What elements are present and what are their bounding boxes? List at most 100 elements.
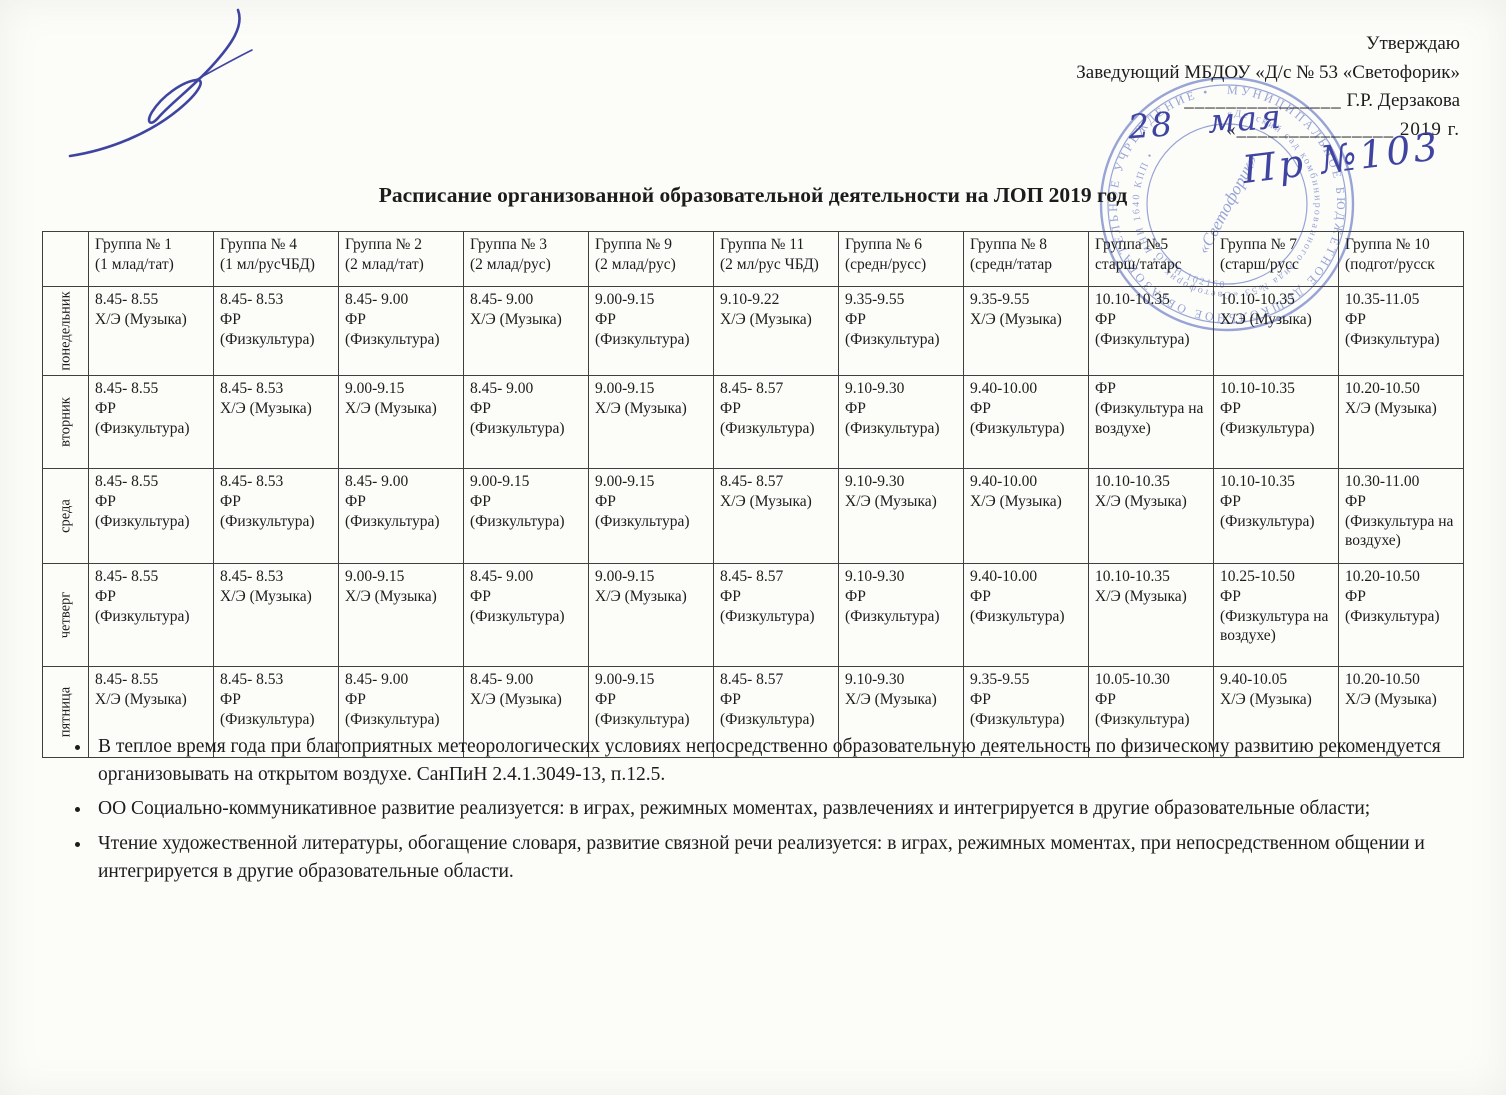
group-subtitle: (1 млад/тат) [95,255,174,273]
schedule-cell: 9.10-9.30 Х/Э (Музыка) [838,468,964,564]
lesson-activity: ФР (Физкультура) [845,587,940,625]
group-title: Группа № 2 [345,236,423,253]
lesson-time: 9.35-9.55 [970,291,1030,308]
day-label: понедельник [57,291,74,371]
schedule-cell: 10.30-11.00 ФР (Физкультура на воздухе) [1338,468,1464,564]
group-title: Группа № 8 [970,236,1048,253]
lesson-activity: ФР (Физкультура) [345,492,440,530]
lesson-time: 10.10-10.35 [1220,380,1295,397]
schedule-cell: 9.00-9.15 Х/Э (Музыка) [588,563,714,667]
schedule-cell: 9.10-9.22 Х/Э (Музыка) [713,286,839,376]
lesson-activity: ФР (Физкультура) [1345,310,1440,348]
group-column-header: Группа № 10 (подгот/русск [1338,231,1464,287]
schedule-cell: ФР (Физкультура на воздухе) [1088,375,1214,469]
group-column-header: Группа № 1 (1 млад/тат) [88,231,214,287]
group-subtitle: (старш/русс [1220,255,1299,273]
lesson-time: 10.10-10.35 [1095,568,1170,585]
schedule-cell: 10.10-10.35 Х/Э (Музыка) [1213,286,1339,376]
lesson-activity: Х/Э (Музыка) [1095,492,1187,510]
lesson-time: 9.10-9.30 [845,380,905,397]
lesson-activity: ФР (Физкультура) [220,492,315,530]
schedule-cell: 8.45- 8.53 Х/Э (Музыка) [213,375,339,469]
lesson-time: 9.10-9.30 [845,568,905,585]
day-cell: четверг [42,563,89,667]
schedule-cell: 8.45- 8.55 ФР (Физкультура) [88,563,214,667]
lesson-activity: ФР (Физкультура) [470,587,565,625]
lesson-time: 8.45- 8.57 [720,568,784,585]
lesson-time: 10.35-11.05 [1345,291,1420,308]
lesson-time: 9.00-9.15 [595,291,655,308]
schedule-cell: 10.20-10.50 ФР (Физкультура) [1338,563,1464,667]
lesson-activity: Х/Э (Музыка) [595,587,687,605]
group-title: Группа № 10 [1345,236,1430,253]
schedule-cell: 8.45- 8.57 ФР (Физкультура) [713,563,839,667]
schedule-cell: 8.45- 9.00 ФР (Физкультура) [463,563,589,667]
schedule-cell: 8.45- 8.57 ФР (Физкультура) [713,666,839,758]
schedule-cell: 10.10-10.35 ФР (Физкультура) [1213,375,1339,469]
lesson-activity: ФР (Физкультура на воздухе) [1345,492,1454,550]
group-column-header: Группа № 6 (средн/русс) [838,231,964,287]
lesson-time: 8.45- 8.55 [95,473,159,490]
signature-blank: _______________ [1184,90,1342,111]
table-row: пятница 8.45- 8.55 Х/Э (Музыка) 8.45- 8.53 Ф… [42,666,1464,758]
schedule-cell: 10.05-10.30 ФР (Физкультура) [1088,666,1214,758]
day-label: вторник [57,397,74,447]
schedule-cell: 8.45- 8.55 ФР (Физкультура) [88,375,214,469]
lesson-activity: ФР (Физкультура) [845,399,940,437]
lesson-time: 8.45- 8.55 [95,380,159,397]
schedule-cell: 9.40-10.05 Х/Э (Музыка) [1213,666,1339,758]
lesson-time: 9.40-10.00 [970,473,1038,490]
lesson-activity: ФР (Физкультура) [470,492,565,530]
lesson-activity: ФР (Физкультура) [595,690,690,728]
schedule-cell: 9.00-9.15 Х/Э (Музыка) [338,563,464,667]
lesson-time: 8.45- 8.57 [720,671,784,688]
lesson-activity: Х/Э (Музыка) [220,587,312,605]
lesson-activity: Х/Э (Музыка) [720,310,812,328]
schedule-cell: 10.20-10.50 Х/Э (Музыка) [1338,375,1464,469]
schedule-table: Группа № 1 (1 млад/тат) Группа № 4 (1 мл/ру… [42,231,1464,758]
lesson-time: 10.20-10.50 [1345,671,1420,688]
schedule-body: понедельник 8.45- 8.55 Х/Э (Музыка) 8.45- 8… [42,286,1464,758]
lesson-time: 8.45- 8.55 [95,671,159,688]
lesson-time: 8.45- 8.57 [720,380,784,397]
lesson-time: 9.00-9.15 [595,671,655,688]
schedule-cell: 9.10-9.30 ФР (Физкультура) [838,563,964,667]
lesson-time: 8.45- 8.53 [220,568,284,585]
group-subtitle: (2 мл/рус ЧБД) [720,255,819,273]
lesson-time: 8.45- 9.00 [345,473,409,490]
page-title: Расписание организованной образовательно… [378,183,1128,207]
group-title: Группа № 1 [95,236,173,253]
schedule-cell: 8.45- 8.53 ФР (Физкультура) [213,666,339,758]
lesson-activity: ФР (Физкультура) [970,587,1065,625]
note-item: ОО Социально-коммуникативное развитие ре… [92,795,1462,823]
note-item: Чтение художественной литературы, обогащ… [92,830,1462,885]
day-column-header [42,231,89,287]
lesson-activity: Х/Э (Музыка) [845,690,937,708]
lesson-time: 9.35-9.55 [845,291,905,308]
table-row: вторник 8.45- 8.55 ФР (Физкультура) 8.45- 8… [42,375,1464,469]
day-cell: среда [42,468,89,564]
schedule-cell: 9.00-9.15 Х/Э (Музыка) [338,375,464,469]
lesson-activity: Х/Э (Музыка) [1095,587,1187,605]
lesson-time: 9.10-9.22 [720,291,780,308]
schedule-cell: 10.35-11.05 ФР (Физкультура) [1338,286,1464,376]
lesson-activity: ФР (Физкультура) [970,690,1065,728]
lesson-time: 10.10-10.35 [1095,473,1170,490]
approver-name: Г.Р. Дерзакова [1346,90,1461,111]
group-title: Группа № 7 [1220,236,1298,253]
lesson-activity: Х/Э (Музыка) [220,399,312,417]
group-title: Группа № 9 [595,236,673,253]
group-subtitle: (2 млад/рус) [470,255,551,273]
group-column-header: Группа № 2 (2 млад/тат) [338,231,464,287]
schedule-cell: 10.10-10.35 Х/Э (Музыка) [1088,468,1214,564]
approval-word: Утверждаю [1366,33,1460,54]
lesson-time: 8.45- 8.55 [95,568,159,585]
lesson-activity: ФР (Физкультура) [595,492,690,530]
group-column-header: Группа № 4 (1 мл/русЧБД) [213,231,339,287]
lesson-activity: ФР (Физкультура) [345,310,440,348]
group-title: Группа № 3 [470,236,548,253]
lesson-time: 8.45- 9.00 [470,568,534,585]
group-subtitle: (1 мл/русЧБД) [220,255,315,273]
schedule-cell: 8.45- 9.00 ФР (Физкультура) [338,286,464,376]
schedule-cell: 8.45- 8.57 ФР (Физкультура) [713,375,839,469]
